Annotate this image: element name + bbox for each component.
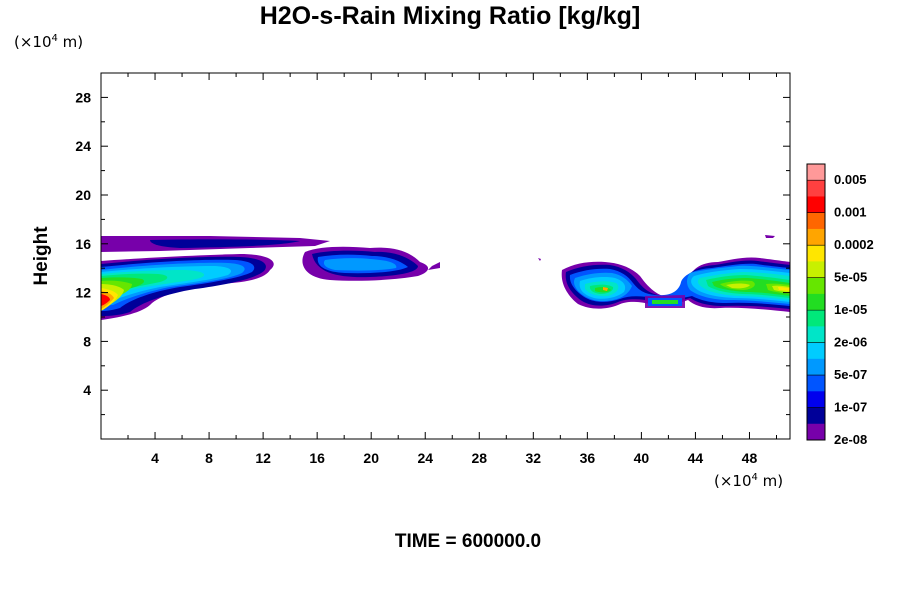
colorbar-swatch <box>807 277 825 295</box>
y-tick-label: 8 <box>83 333 91 349</box>
colorbar-swatch <box>807 196 825 214</box>
x-tick-label: 4 <box>151 450 159 466</box>
colorbar-label: 5e-07 <box>834 367 867 382</box>
colorbar-label: 1e-07 <box>834 400 867 415</box>
x-tick-label: 44 <box>688 450 704 466</box>
colorbar-swatch <box>807 261 825 279</box>
y-tick-label: 16 <box>75 236 91 252</box>
colorbar-label: 0.001 <box>834 205 867 220</box>
colorbar-swatch <box>807 212 825 230</box>
colorbar-swatch <box>807 293 825 311</box>
x-tick-label: 40 <box>634 450 650 466</box>
y-tick-label: 12 <box>75 285 91 301</box>
cloud-region-east <box>538 235 790 312</box>
x-axis: 4 8 12 16 20 24 28 32 36 40 44 48 <box>127 73 777 466</box>
colorbar-swatch <box>807 375 825 392</box>
y-tick-label: 24 <box>75 138 91 154</box>
x-tick-label: 48 <box>742 450 758 466</box>
y-axis-unit: (×104 m) <box>14 33 84 51</box>
colorbar-label: 5e-05 <box>834 270 867 285</box>
colorbar-swatch <box>807 391 825 409</box>
x-axis-unit: (×104 m) <box>714 472 784 490</box>
cloud-region-west <box>101 236 440 320</box>
colorbar-swatch <box>807 310 825 327</box>
colorbar-swatch <box>807 342 825 360</box>
x-tick-label: 24 <box>417 450 433 466</box>
colorbar-swatch <box>807 180 825 197</box>
colorbar-swatch <box>807 164 825 181</box>
colorbar-label: 1e-05 <box>834 302 867 317</box>
colorbar-swatch <box>807 228 825 246</box>
colorbar-swatch <box>807 358 825 376</box>
x-tick-label: 20 <box>363 450 379 466</box>
x-tick-label: 12 <box>255 450 271 466</box>
colorbar-label: 0.005 <box>834 172 867 187</box>
x-tick-label: 16 <box>309 450 325 466</box>
y-tick-label: 20 <box>75 187 91 203</box>
colorbar-label: 2e-08 <box>834 432 867 447</box>
x-tick-label: 36 <box>580 450 596 466</box>
colorbar-label: 2e-06 <box>834 335 867 350</box>
time-label: TIME = 600000.0 <box>394 531 542 552</box>
colorbar-swatch <box>807 326 825 344</box>
contour-field <box>101 235 790 320</box>
x-tick-label: 32 <box>526 450 542 466</box>
y-tick-label: 28 <box>75 89 91 105</box>
x-tick-label: 8 <box>205 450 213 466</box>
colorbar-swatch <box>807 423 825 441</box>
colorbar-swatch <box>807 407 825 425</box>
plot-frame <box>100 72 791 440</box>
colorbar: 0.005 0.001 0.0002 5e-05 1e-05 2e-06 5e-07 1e-0… <box>806 163 874 447</box>
x-tick-label: 28 <box>471 450 487 466</box>
chart-title: H2O-s-Rain Mixing Ratio [kg/kg] <box>259 2 641 30</box>
y-axis: 4 8 12 16 20 24 28 <box>75 89 790 416</box>
y-tick-label: 4 <box>83 382 91 398</box>
colorbar-label: 0.0002 <box>834 237 874 252</box>
colorbar-swatch <box>807 245 825 262</box>
